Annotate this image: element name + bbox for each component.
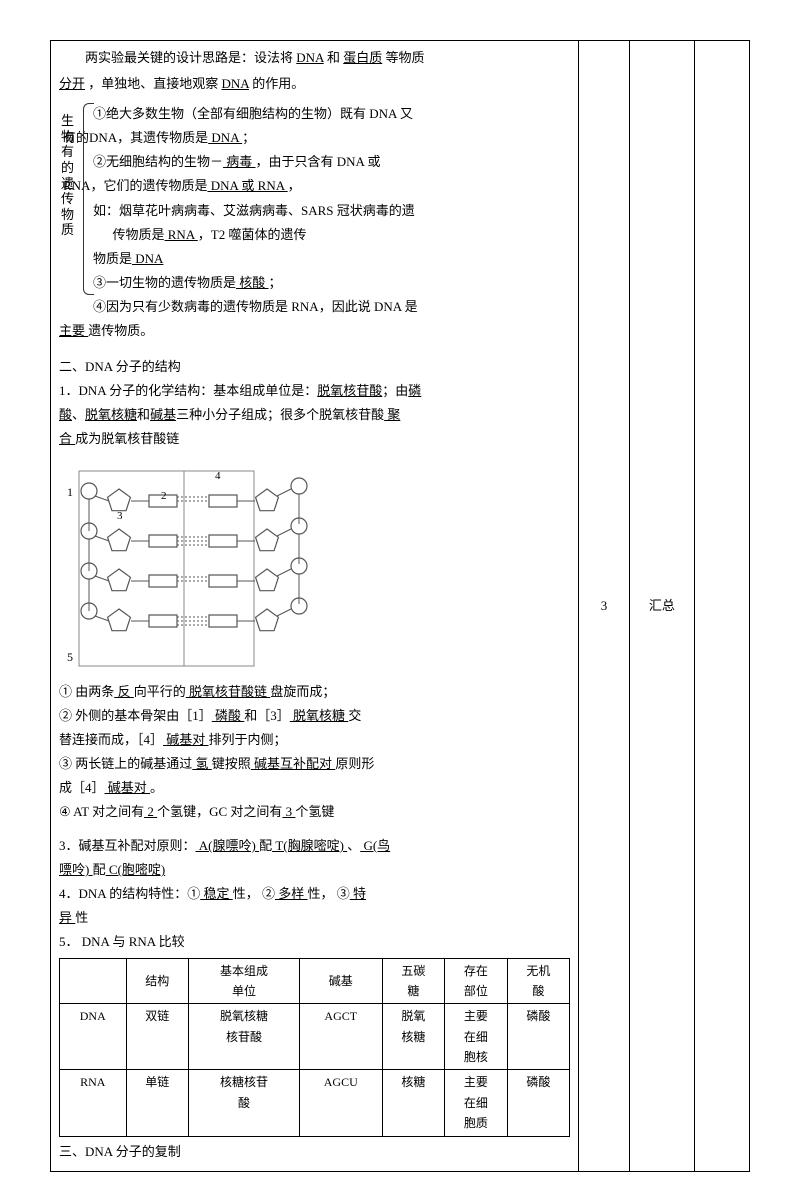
side-note: 汇总 (649, 598, 675, 613)
table-header (60, 958, 127, 1004)
bracket-item-1b: 有的DNA，其遗传物质是 DNA ； (63, 127, 570, 149)
text: 等物质 (386, 50, 425, 65)
table-cell: 主要在细胞核 (445, 1004, 508, 1070)
table-row: DNA双链脱氧核糖核苷酸AGCT脱氧核糖主要在细胞核磷酸 (60, 1004, 570, 1070)
table-header: 五碳糖 (382, 958, 445, 1004)
table-cell: 单链 (126, 1070, 189, 1136)
intro-paragraph-2: 分开 ，单独地、直接地观察 DNA 的作用。 (59, 73, 570, 95)
bracket-item-2b: RNA，它们的遗传物质是 DNA 或 RNA ， (63, 175, 570, 197)
point-2: ② 外侧的基本骨架由［1］ 磷酸 和［3］ 脱氧核糖 交 (59, 705, 570, 727)
section3-title: 三、DNA 分子的复制 (59, 1141, 570, 1163)
underline-dna: DNA (296, 50, 323, 65)
point-4: ④ AT 对之间有 2 个氢键，GC 对之间有 3 个氢键 (59, 801, 570, 823)
svg-text:3: 3 (117, 510, 123, 522)
text: 的作用。 (252, 76, 304, 91)
svg-text:2: 2 (161, 490, 167, 502)
bracket-item-3b: 传物质是 RNA ，T2 噬菌体的遗传 (93, 224, 570, 246)
pairing-rule: 3．碱基互补配对原则： A(腺嘌呤) 配 T(胸腺嘧啶) 、 G(鸟 (59, 835, 570, 857)
table-cell: 核糖 (382, 1070, 445, 1136)
table-cell: 双链 (126, 1004, 189, 1070)
point-3b: 成［4］ 碱基对 。 (59, 777, 570, 799)
vertical-label: 生物有的遗传物质 (61, 113, 75, 238)
intro-paragraph: 两实验最关键的设计思路是：设法将 DNA 和 蛋白质 等物质 (59, 47, 570, 69)
table-cell: AGCT (299, 1004, 382, 1070)
table-cell: 主要在细胞质 (445, 1070, 508, 1136)
table-header: 无机酸 (507, 958, 570, 1004)
table-cell: 脱氧核糖 (382, 1004, 445, 1070)
point-2b: 替连接而成，［4］ 碱基对 排列于内侧； (59, 729, 570, 751)
point-1: ① 由两条 反 向平行的 脱氧核苷酸链 盘旋而成； (59, 681, 570, 703)
section2-line3: 合 成为脱氧核苷酸链 (59, 428, 570, 450)
brace-icon (83, 103, 94, 295)
table-header: 基本组成单位 (189, 958, 300, 1004)
side-note-cell: 汇总 (629, 41, 694, 1172)
bracket-item-5: ④因为只有少数病毒的遗传物质是 RNA，因此说 DNA 是 (93, 296, 570, 318)
table-cell: RNA (60, 1070, 127, 1136)
side-number-cell: 3 (579, 41, 630, 1172)
bracket-item-4: ③一切生物的遗传物质是 核酸 ； (93, 272, 570, 294)
table-header: 存在部位 (445, 958, 508, 1004)
table-header: 碱基 (299, 958, 382, 1004)
table-cell: 磷酸 (507, 1004, 570, 1070)
bracket-group: 生物有的遗传物质 ①绝大多数生物（全部有细胞结构的生物）既有 DNA 又 有的D… (89, 103, 570, 318)
table-cell: 脱氧核糖核苷酸 (189, 1004, 300, 1070)
section2-line2: 酸、脱氧核糖和碱基三种小分子组成；很多个脱氧核苷酸 聚 (59, 404, 570, 426)
table-header-row: 结构基本组成单位碱基五碳糖存在部位无机酸 (60, 958, 570, 1004)
text: ，单独地、直接地观察 (88, 76, 218, 91)
bracket-item-3: 如：烟草花叶病病毒、艾滋病病毒、SARS 冠状病毒的遗 (93, 200, 570, 222)
features-2: 异 性 (59, 907, 570, 929)
side-number: 3 (601, 598, 608, 613)
svg-text:1: 1 (67, 485, 73, 499)
main-content-cell: 两实验最关键的设计思路是：设法将 DNA 和 蛋白质 等物质 分开 ，单独地、直… (51, 41, 579, 1172)
table-header: 结构 (126, 958, 189, 1004)
features: 4．DNA 的结构特性：① 稳定 性， ② 多样 性， ③ 特 (59, 883, 570, 905)
table-cell: AGCU (299, 1070, 382, 1136)
section2-line1: 1．DNA 分子的化学结构：基本组成单位是：脱氧核苷酸；由磷 (59, 380, 570, 402)
text: 两实验最关键的设计思路是：设法将 (85, 50, 293, 65)
table-row: RNA单链核糖核苷酸AGCU核糖主要在细胞质磷酸 (60, 1070, 570, 1136)
extra-cell (694, 41, 749, 1172)
bracket-item-1: ①绝大多数生物（全部有细胞结构的生物）既有 DNA 又 (93, 103, 570, 125)
underline-protein: 蛋白质 (343, 50, 382, 65)
dna-structure-diagram: 1 2 3 4 5 (59, 461, 399, 671)
comparison-title: 5． DNA 与 RNA 比较 (59, 931, 570, 953)
underline-dna2: DNA (222, 76, 249, 91)
svg-text:5: 5 (67, 650, 73, 664)
table-cell: DNA (60, 1004, 127, 1070)
bracket-item-5b: 主要 遗传物质。 (59, 320, 570, 342)
dna-rna-comparison-table: 结构基本组成单位碱基五碳糖存在部位无机酸 DNA双链脱氧核糖核苷酸AGCT脱氧核… (59, 958, 570, 1137)
svg-text:4: 4 (215, 470, 221, 482)
text: 和 (327, 50, 340, 65)
table-cell: 核糖核苷酸 (189, 1070, 300, 1136)
document-layout-table: 两实验最关键的设计思路是：设法将 DNA 和 蛋白质 等物质 分开 ，单独地、直… (50, 40, 750, 1172)
bracket-item-2: ②无细胞结构的生物－ 病毒 ，由于只含有 DNA 或 (93, 151, 570, 173)
pairing-rule-2: 嘌呤) 配 C(胞嘧啶) (59, 859, 570, 881)
table-cell: 磷酸 (507, 1070, 570, 1136)
section2-title: 二、DNA 分子的结构 (59, 356, 570, 378)
bracket-item-3c: 物质是 DNA (93, 248, 570, 270)
point-3: ③ 两长链上的碱基通过 氢 键按照 碱基互补配对 原则形 (59, 753, 570, 775)
underline-separate: 分开 (59, 76, 85, 91)
